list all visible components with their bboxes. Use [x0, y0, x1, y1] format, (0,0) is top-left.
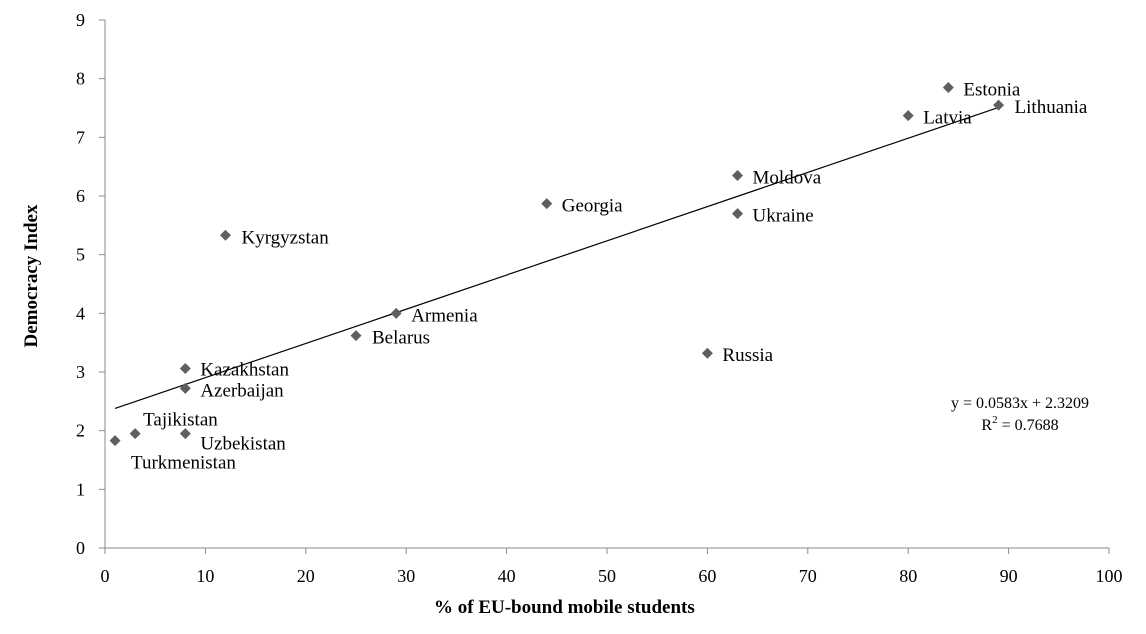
data-point-marker [902, 110, 914, 122]
r-squared-value: = 0.7688 [998, 417, 1059, 434]
r-squared-text: R2 = 0.7688 [981, 414, 1058, 434]
data-point-label: Lithuania [1015, 97, 1088, 118]
x-tick-label: 10 [196, 566, 214, 586]
data-point-label: Moldova [753, 167, 822, 188]
x-tick-label: 70 [799, 566, 817, 586]
data-point-label: Belarus [372, 328, 430, 349]
y-tick-label: 0 [76, 538, 85, 558]
data-point-marker [541, 198, 553, 210]
y-ticks: 0 1 2 3 4 5 6 7 8 9 [76, 10, 105, 558]
data-point-label: Turkmenistan [131, 453, 236, 474]
y-tick-label: 8 [76, 69, 85, 89]
data-points [109, 81, 1005, 447]
data-point-marker [732, 169, 744, 181]
data-point-label: Armenia [411, 305, 478, 326]
data-point-label: Kazakhstan [200, 359, 289, 380]
x-ticks: 0 10 20 30 40 50 60 70 80 90 100 [101, 548, 1123, 586]
data-point-marker [179, 362, 191, 374]
x-tick-label: 60 [698, 566, 716, 586]
y-tick-label: 4 [76, 303, 85, 323]
data-point-marker [179, 428, 191, 440]
x-tick-label: 100 [1096, 566, 1123, 586]
y-tick-label: 9 [76, 10, 85, 30]
y-tick-label: 1 [76, 479, 85, 499]
x-tick-label: 50 [598, 566, 616, 586]
data-point-marker [701, 347, 713, 359]
y-tick-label: 3 [76, 362, 85, 382]
data-point-label: Kyrgyzstan [241, 227, 329, 248]
y-tick-label: 5 [76, 245, 85, 265]
x-tick-label: 80 [899, 566, 917, 586]
data-point-label: Latvia [923, 108, 972, 129]
axes [104, 20, 1109, 549]
x-tick-label: 40 [498, 566, 516, 586]
data-point-marker [390, 307, 402, 319]
r-squared-prefix: R [981, 417, 992, 434]
trendline [114, 106, 999, 409]
r-squared-superscript: 2 [992, 414, 998, 426]
data-point-label: Estonia [963, 79, 1021, 100]
y-tick-label: 7 [76, 127, 85, 147]
data-point-marker [732, 208, 744, 220]
x-axis-title: % of EU-bound mobile students [434, 597, 695, 618]
data-point-label: Uzbekistan [200, 434, 286, 455]
data-point-label: Ukraine [753, 206, 814, 227]
y-tick-label: 2 [76, 421, 85, 441]
x-tick-label: 0 [101, 566, 110, 586]
data-point-marker [219, 229, 231, 241]
y-tick-label: 6 [76, 186, 85, 206]
x-tick-label: 30 [397, 566, 415, 586]
trendline-equation: y = 0.0583x + 2.3209 [951, 395, 1089, 412]
data-point-label: Tajikistan [143, 410, 218, 431]
data-point-marker [179, 382, 191, 394]
data-point-marker [942, 81, 954, 93]
data-point-marker [109, 435, 121, 447]
trendline-group [114, 106, 999, 409]
data-point-label: Russia [722, 345, 773, 366]
x-tick-label: 20 [297, 566, 315, 586]
data-point-marker [993, 99, 1005, 111]
data-point-label: Georgia [562, 196, 623, 217]
x-tick-label: 90 [1000, 566, 1018, 586]
y-axis-title: Democracy Index [21, 204, 42, 347]
data-point-marker [129, 428, 141, 440]
data-point-marker [350, 330, 362, 342]
data-point-label: Azerbaijan [200, 380, 284, 401]
